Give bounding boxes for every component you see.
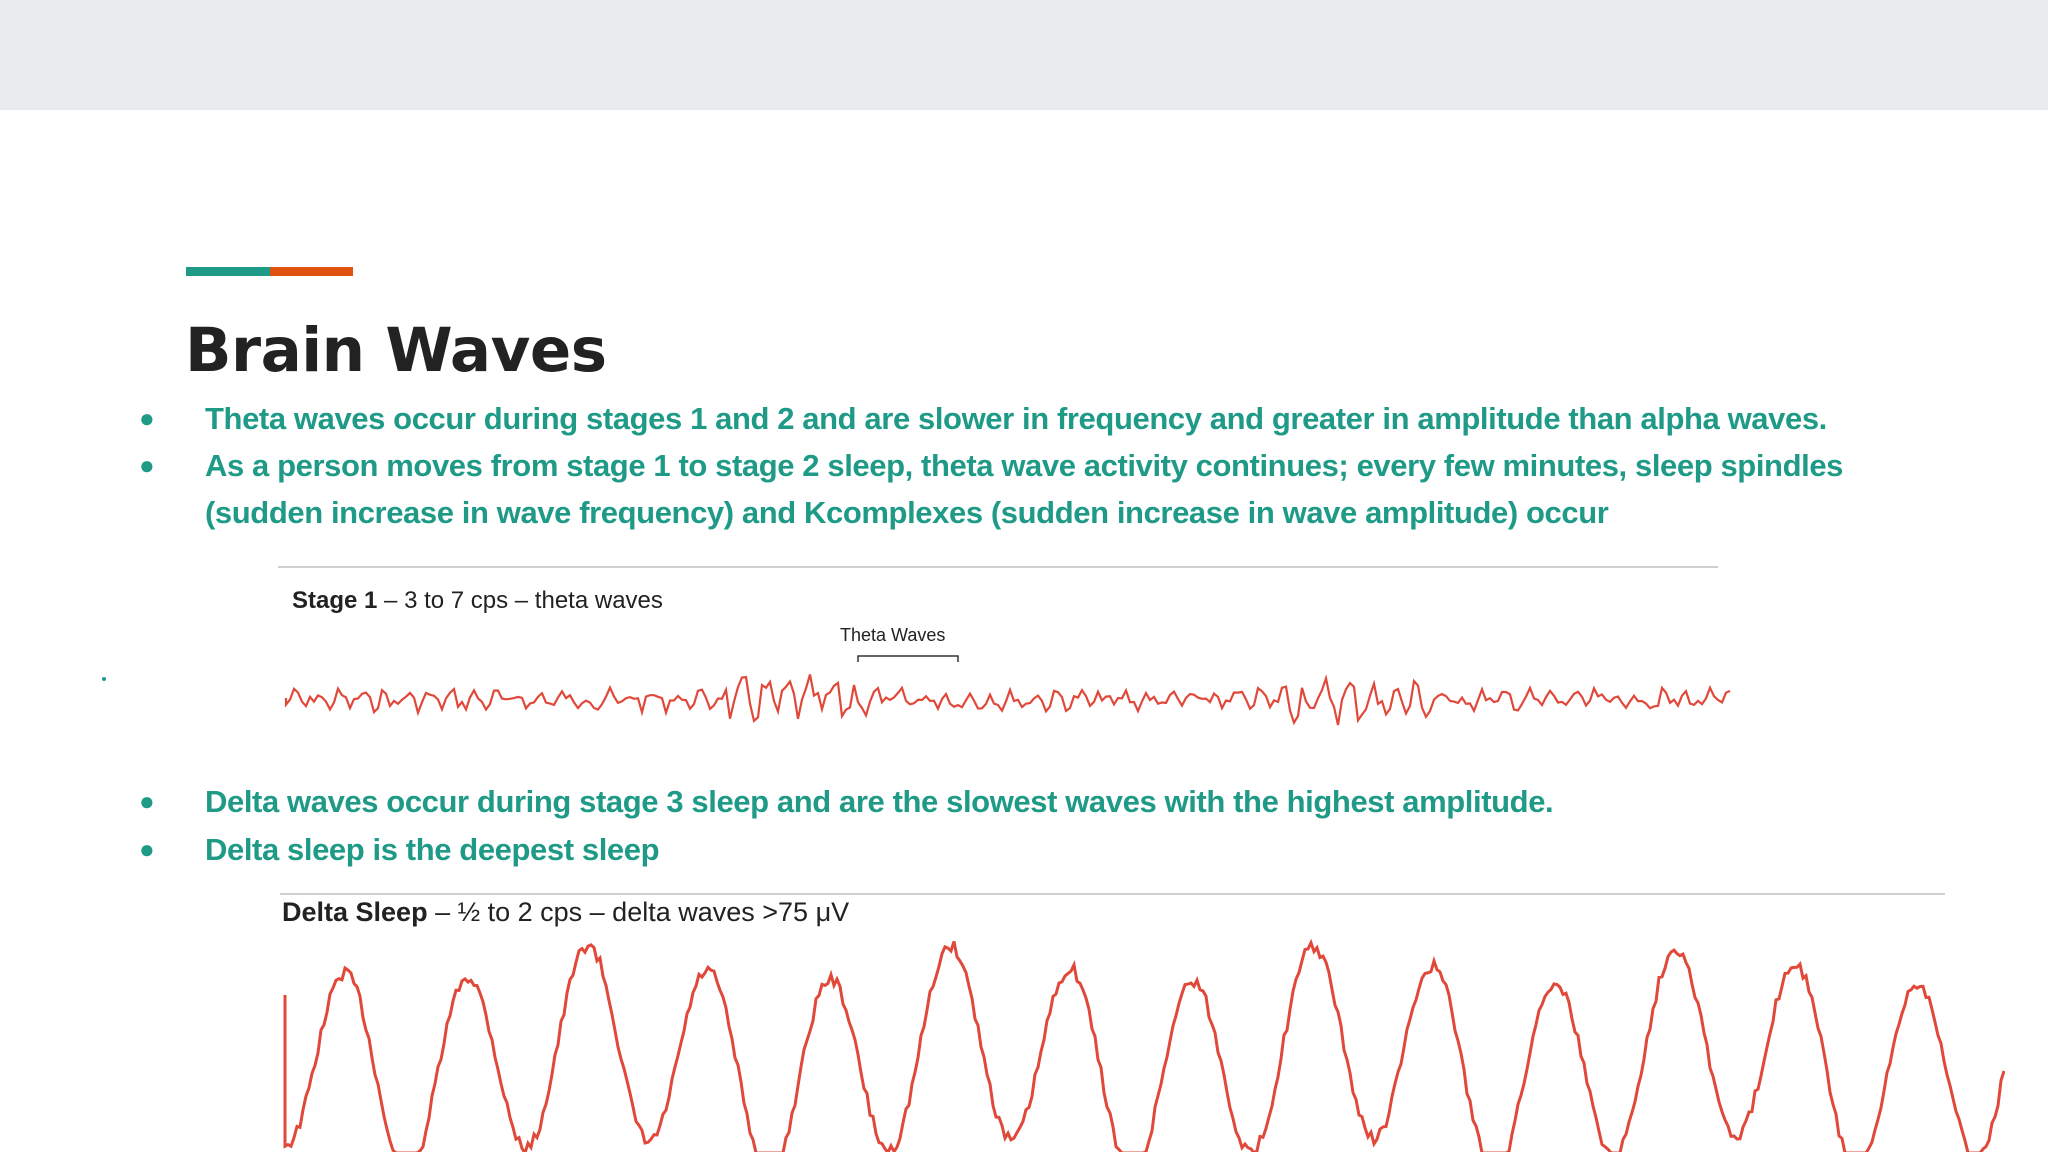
theta-caption-text: – 3 to 7 cps – theta waves [384,587,663,614]
accent-bar-teal [186,267,270,276]
delta-caption-text: – ½ to 2 cps – delta waves >75 μV [435,897,850,927]
stray-dot [102,677,106,681]
delta-figure-caption: Delta Sleep – ½ to 2 cps – delta waves >… [282,897,849,928]
slide-title: Brain Waves [185,315,607,386]
bullet-dot-icon: ● [139,450,155,480]
theta-stage-label: Stage 1 [292,587,378,614]
bullet-item: ● Theta waves occur during stages 1 and … [139,395,1965,442]
bullet-item: ● As a person moves from stage 1 to stag… [139,442,1925,536]
theta-wave-figure: Stage 1 – 3 to 7 cps – theta waves Theta… [278,562,1758,740]
slide-header-band [0,0,2048,110]
bullet-text: Theta waves occur during stages 1 and 2 … [205,401,1827,436]
accent-bar-orange [270,267,353,276]
delta-wave-figure: Delta Sleep – ½ to 2 cps – delta waves >… [195,885,2005,1152]
bullet-item: ● Delta sleep is the deepest sleep [139,826,1965,873]
theta-wave-trace [284,674,1731,726]
bullet-text: Delta waves occur during stage 3 sleep a… [205,784,1554,819]
bullet-text: Delta sleep is the deepest sleep [205,832,660,867]
bullet-dot-icon: ● [139,403,155,433]
bullet-dot-icon: ● [139,786,155,816]
theta-annotation: Theta Waves [840,625,946,645]
bullet-text: As a person moves from stage 1 to stage … [205,448,1844,530]
delta-wave-trace [283,938,2005,1152]
theta-figure-caption: Stage 1 – 3 to 7 cps – theta waves [292,587,663,615]
bullet-dot-icon: ● [139,834,155,864]
bullet-item: ● Delta waves occur during stage 3 sleep… [139,778,1965,825]
delta-stage-label: Delta Sleep [282,897,428,927]
